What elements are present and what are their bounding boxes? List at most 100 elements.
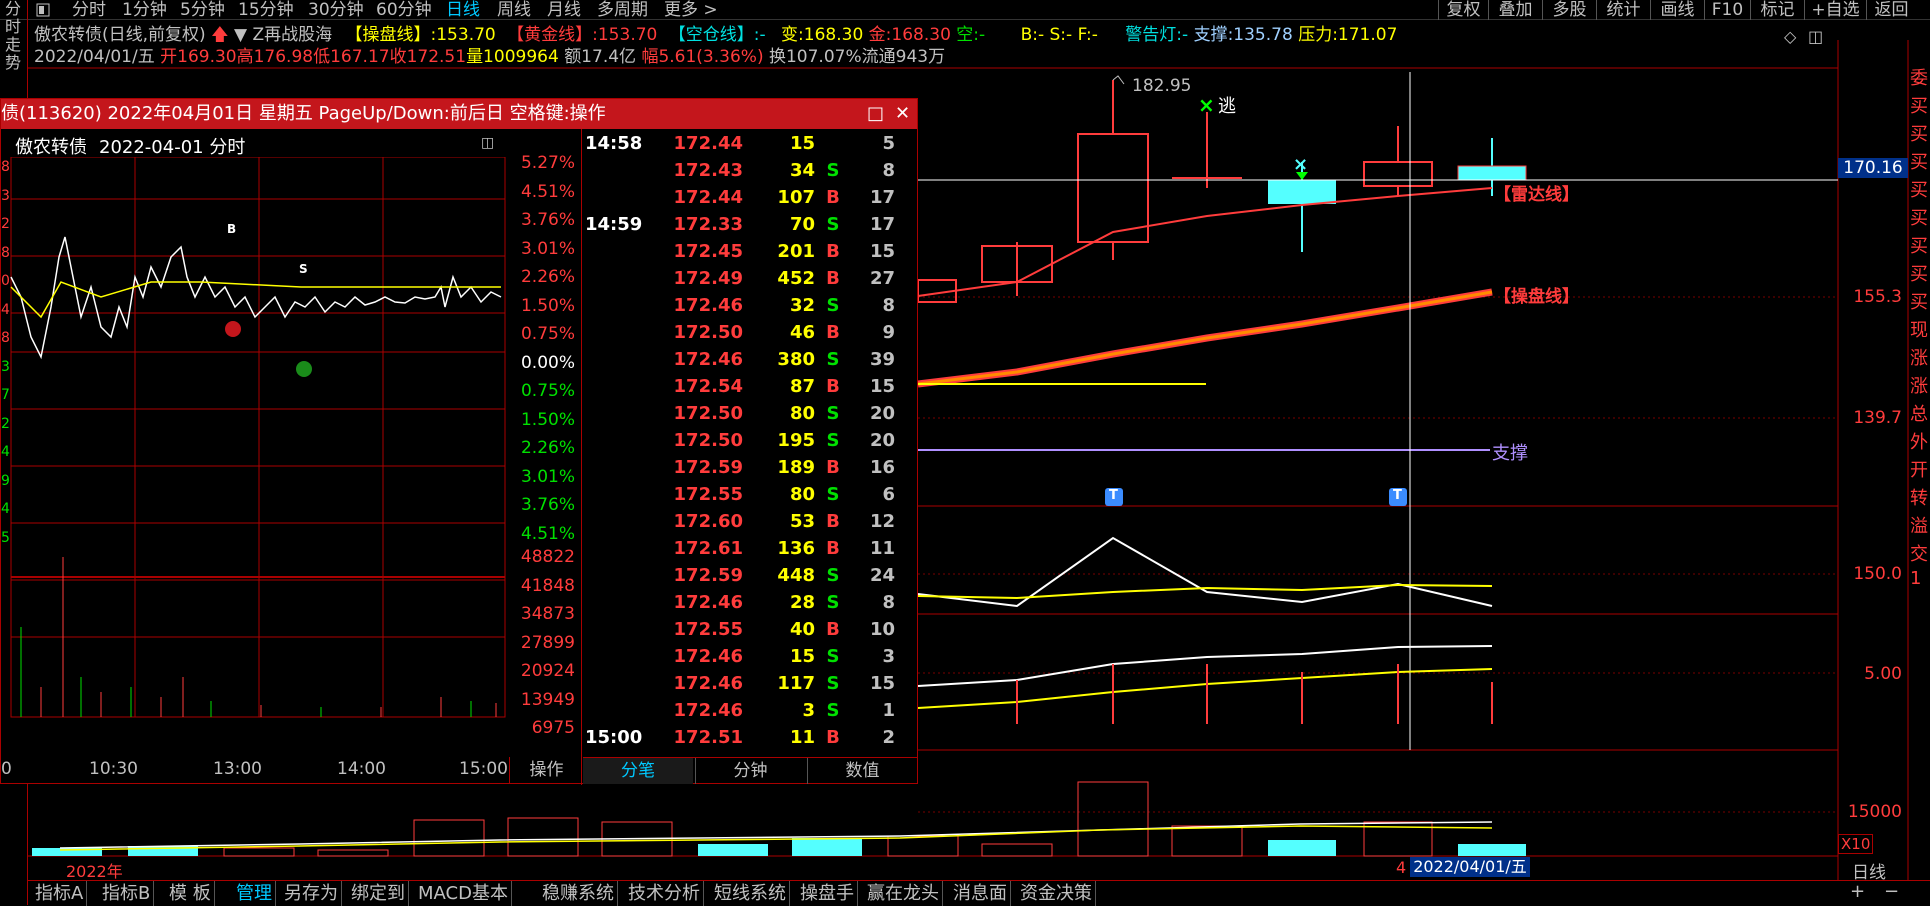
period-tab-1min[interactable]: 1分钟 xyxy=(122,0,167,20)
popup-title-bar[interactable]: 债(113620) 2022年04月01日 星期五 PageUp/Down:前后… xyxy=(1,99,917,129)
tick-row[interactable]: 172.60 53 B 12 xyxy=(583,511,917,538)
tick-volume: 32 xyxy=(789,295,815,316)
bottom-tab-12[interactable]: 消息面 xyxy=(950,881,1011,906)
t-marker-icon[interactable] xyxy=(1389,488,1407,506)
overlay-button[interactable]: 叠加 xyxy=(1488,0,1542,20)
stats-button[interactable]: 统计 xyxy=(1596,0,1650,20)
tick-row[interactable]: 172.59 448 S 24 xyxy=(583,565,917,592)
period-tab-60min[interactable]: 60分钟 xyxy=(376,0,432,20)
close-icon[interactable]: ✕ xyxy=(895,103,911,124)
time-label: 14:00 xyxy=(337,759,386,779)
tick-row[interactable]: 172.46 32 S 8 xyxy=(583,295,917,322)
tick-row[interactable]: 172.46 15 S 3 xyxy=(583,646,917,673)
tick-row[interactable]: 172.50 195 S 20 xyxy=(583,430,917,457)
volume-scale-label: X10 xyxy=(1838,834,1874,854)
bottom-tab-4[interactable]: 另存为 xyxy=(281,881,342,906)
tick-volume: 380 xyxy=(777,349,815,370)
bottom-tab-2[interactable]: 模 板 xyxy=(166,881,215,906)
tick-count: 15 xyxy=(869,673,895,694)
bottom-tab-6[interactable]: MACD基本 xyxy=(415,881,512,906)
bottom-tab-8[interactable]: 技术分析 xyxy=(625,881,704,906)
t-marker-icon[interactable] xyxy=(1105,488,1123,506)
intraday-mini-chart[interactable] xyxy=(1,157,583,737)
dropdown-icon[interactable]: ▼ xyxy=(233,25,248,45)
bottom-tab-1[interactable]: 指标B xyxy=(99,881,155,906)
mark-button[interactable]: 标记 xyxy=(1750,0,1804,20)
tab-shuzhi[interactable]: 数值 xyxy=(807,758,917,784)
bottom-tab-9[interactable]: 短线系统 xyxy=(711,881,790,906)
bottom-tab-0[interactable]: 指标A xyxy=(32,881,88,906)
f10-button[interactable]: F10 xyxy=(1704,0,1750,20)
tick-row[interactable]: 172.46 28 S 8 xyxy=(583,592,917,619)
period-tab-monthly[interactable]: 月线 xyxy=(547,0,581,20)
period-tab-weekly[interactable]: 周线 xyxy=(497,0,531,20)
minus-icon[interactable]: − xyxy=(1884,881,1900,902)
gold-line-label: 【黄金线】 xyxy=(507,25,593,45)
period-tab-more[interactable]: 更多 > xyxy=(664,0,718,20)
tick-price: 172.44 xyxy=(673,187,743,208)
period-tab-fenshi[interactable]: 分时 xyxy=(72,0,106,20)
bottom-tab-7[interactable]: 稳赚系统 xyxy=(539,881,618,906)
left-edge-tick-label: 7 xyxy=(1,387,10,403)
indicator2-yellow-line xyxy=(917,668,1493,709)
bottom-tab-bar: 指标A 指标B 模 板管理 另存为 绑定到 MACD基本 稳赚系统 技术分析 短线系统 操盘手 赢在… xyxy=(28,880,1930,906)
intraday-avg-line xyxy=(10,281,501,319)
period-tab-multi[interactable]: 多周期 xyxy=(597,0,648,20)
tick-row[interactable]: 172.54 87 B 15 xyxy=(583,376,917,403)
tick-row[interactable]: 172.46 380 S 39 xyxy=(583,349,917,376)
fenshi-vertical-tab[interactable]: 分时走势 xyxy=(5,0,22,72)
bottom-tab-13[interactable]: 资金决策 xyxy=(1017,881,1096,906)
tick-row[interactable]: 172.61 136 B 11 xyxy=(583,538,917,565)
tab-fenbi[interactable]: 分笔 xyxy=(583,758,693,784)
tick-row[interactable]: 172.49 452 B 27 xyxy=(583,268,917,295)
tick-row[interactable]: 172.50 80 S 20 xyxy=(583,403,917,430)
indicator-name[interactable]: Z再战股海 xyxy=(252,25,333,45)
tick-row[interactable]: 172.55 80 S 6 xyxy=(583,484,917,511)
menu-toggle-icon[interactable] xyxy=(36,0,52,20)
time-axis-start: 0 xyxy=(1,759,12,779)
period-tab-5min[interactable]: 5分钟 xyxy=(180,0,225,20)
support-label: 支撑 xyxy=(1492,443,1528,464)
fuquan-button[interactable]: 复权 xyxy=(1438,0,1488,20)
tick-row[interactable]: 172.55 40 B 10 xyxy=(583,619,917,646)
tick-row[interactable]: 14:59 172.33 70 S 17 xyxy=(583,214,917,241)
bottom-tab-3[interactable]: 管理 xyxy=(233,881,276,906)
window-icon[interactable]: ◫ xyxy=(481,135,495,151)
volume-bar xyxy=(792,838,862,856)
period-tab-daily[interactable]: 日线 xyxy=(446,0,480,20)
tick-count: 8 xyxy=(882,295,895,316)
volume-bar xyxy=(1171,825,1243,857)
bottom-tab-5[interactable]: 绑定到 xyxy=(348,881,409,906)
draw-line-button[interactable]: 画线 xyxy=(1650,0,1704,20)
bottom-tab-11[interactable]: 赢在龙头 xyxy=(864,881,943,906)
tick-row[interactable]: 172.59 189 B 16 xyxy=(583,457,917,484)
tick-row[interactable]: 14:58 172.44 15 5 xyxy=(583,133,917,160)
tick-row[interactable]: 15:00 172.51 11 B 2 xyxy=(583,727,917,754)
left-edge-tick-label: 4 xyxy=(1,444,10,460)
bottom-tab-10[interactable]: 操盘手 xyxy=(797,881,858,906)
candle xyxy=(1077,133,1149,243)
axis-volume-label: 15000 xyxy=(1847,802,1902,822)
tab-fenzhong[interactable]: 分钟 xyxy=(695,758,805,784)
tick-detail-popup[interactable]: 债(113620) 2022年04月01日 星期五 PageUp/Down:前后… xyxy=(0,98,918,785)
add-icon[interactable]: + xyxy=(1850,881,1866,902)
period-tab-15min[interactable]: 15分钟 xyxy=(238,0,294,20)
tick-row[interactable]: 172.50 46 B 9 xyxy=(583,322,917,349)
multi-stock-button[interactable]: 多股 xyxy=(1542,0,1596,20)
maximize-icon[interactable]: □ xyxy=(867,103,885,124)
tick-row[interactable]: 172.45 201 B 15 xyxy=(583,241,917,268)
diamond-icon[interactable]: ◇ xyxy=(1784,27,1797,46)
window-restore-icon[interactable]: ◫ xyxy=(1808,27,1824,46)
tick-row[interactable]: 172.46 117 S 15 xyxy=(583,673,917,700)
volume-tick-label: 27899 xyxy=(520,632,575,653)
operation-button[interactable]: 操作 xyxy=(509,757,583,783)
tick-row[interactable]: 172.43 34 S 8 xyxy=(583,160,917,187)
percent-tick-label: 2.26% xyxy=(520,267,575,287)
back-button[interactable]: 返回 xyxy=(1866,0,1916,20)
tick-row[interactable]: 172.46 3 S 1 xyxy=(583,700,917,727)
percent-tick-label: 0.00% xyxy=(520,352,575,373)
period-tab-30min[interactable]: 30分钟 xyxy=(308,0,364,20)
add-watchlist-button[interactable]: +自选 xyxy=(1804,0,1866,20)
tick-row[interactable]: 172.44 107 B 17 xyxy=(583,187,917,214)
